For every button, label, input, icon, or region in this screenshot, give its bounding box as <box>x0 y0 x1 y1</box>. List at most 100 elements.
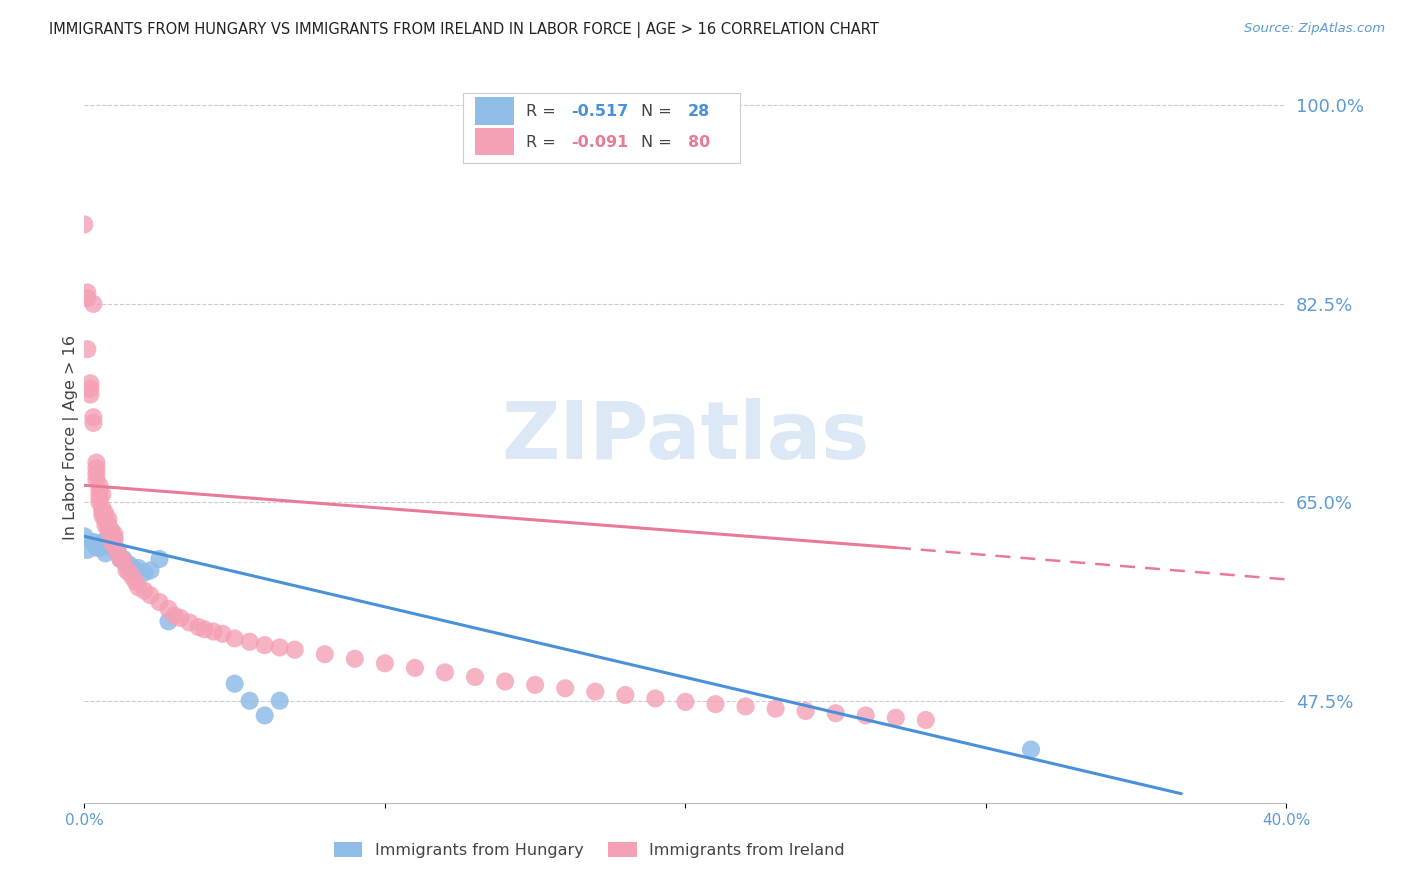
Point <box>239 694 262 708</box>
Point <box>91 535 114 549</box>
Point <box>343 652 366 666</box>
FancyBboxPatch shape <box>475 97 513 125</box>
Point <box>464 670 486 684</box>
Point <box>434 665 457 680</box>
Point <box>82 410 104 425</box>
Point <box>121 570 143 584</box>
Point <box>94 546 117 560</box>
Point <box>112 554 135 568</box>
Point <box>79 376 101 391</box>
Point <box>110 552 132 566</box>
Point <box>79 382 101 396</box>
Point <box>1019 742 1042 756</box>
Point <box>107 542 129 557</box>
Point <box>127 580 149 594</box>
Text: ZIPatlas: ZIPatlas <box>502 398 869 476</box>
Point <box>115 563 138 577</box>
Point <box>855 708 877 723</box>
Point <box>284 642 307 657</box>
Point <box>269 640 291 655</box>
Point <box>86 473 108 487</box>
Point <box>103 527 125 541</box>
Point <box>157 602 180 616</box>
Point <box>118 558 141 572</box>
Point <box>97 524 120 538</box>
Point <box>79 387 101 401</box>
Point <box>148 595 170 609</box>
Point <box>107 546 129 560</box>
Point <box>103 532 125 546</box>
Text: 80: 80 <box>688 135 710 150</box>
Point <box>86 467 108 481</box>
Point <box>157 615 180 629</box>
Point <box>124 574 146 589</box>
Point <box>915 713 938 727</box>
Point <box>97 532 120 546</box>
Text: -0.091: -0.091 <box>571 135 628 150</box>
Point <box>100 535 122 549</box>
Point <box>82 297 104 311</box>
Point <box>134 566 156 580</box>
Point <box>163 608 186 623</box>
Point <box>374 657 396 671</box>
Point <box>404 661 426 675</box>
Y-axis label: In Labor Force | Age > 16: In Labor Force | Age > 16 <box>63 334 79 540</box>
Text: R =: R = <box>526 135 561 150</box>
Point <box>734 699 756 714</box>
Point <box>73 529 96 543</box>
Point <box>100 529 122 543</box>
Text: -0.517: -0.517 <box>571 104 628 120</box>
Point <box>89 495 111 509</box>
Point <box>91 500 114 515</box>
Point <box>494 674 516 689</box>
Point <box>91 508 114 523</box>
Point <box>127 561 149 575</box>
Point <box>86 461 108 475</box>
Point <box>94 507 117 521</box>
Point <box>91 504 114 518</box>
Point <box>211 627 233 641</box>
Point <box>253 638 276 652</box>
Point <box>224 677 246 691</box>
Point <box>91 487 114 501</box>
Point <box>86 541 108 555</box>
Point <box>100 524 122 538</box>
Point <box>94 518 117 533</box>
Point <box>202 624 225 639</box>
Point <box>187 620 209 634</box>
Point <box>179 615 201 630</box>
Point <box>194 622 217 636</box>
Point <box>94 512 117 526</box>
Point <box>824 706 846 721</box>
Point <box>124 563 146 577</box>
Point <box>884 711 907 725</box>
Text: 28: 28 <box>688 104 710 120</box>
Point <box>89 478 111 492</box>
Point <box>73 218 96 232</box>
Point <box>89 541 111 555</box>
Point <box>107 542 129 557</box>
Text: R =: R = <box>526 104 561 120</box>
Point <box>76 542 98 557</box>
Point <box>554 681 576 696</box>
Point <box>614 688 637 702</box>
Text: N =: N = <box>641 104 676 120</box>
Point <box>103 542 125 557</box>
Point <box>115 558 138 572</box>
Point <box>76 342 98 356</box>
Point <box>524 678 547 692</box>
Point <box>118 566 141 580</box>
Point <box>112 552 135 566</box>
Point <box>82 416 104 430</box>
Point <box>103 532 125 546</box>
Point <box>82 535 104 549</box>
Point <box>97 512 120 526</box>
Point <box>583 684 606 698</box>
Point <box>121 563 143 577</box>
Point <box>224 632 246 646</box>
Point <box>148 552 170 566</box>
Point <box>239 634 262 648</box>
Point <box>169 611 191 625</box>
Point <box>76 291 98 305</box>
Text: N =: N = <box>641 135 676 150</box>
